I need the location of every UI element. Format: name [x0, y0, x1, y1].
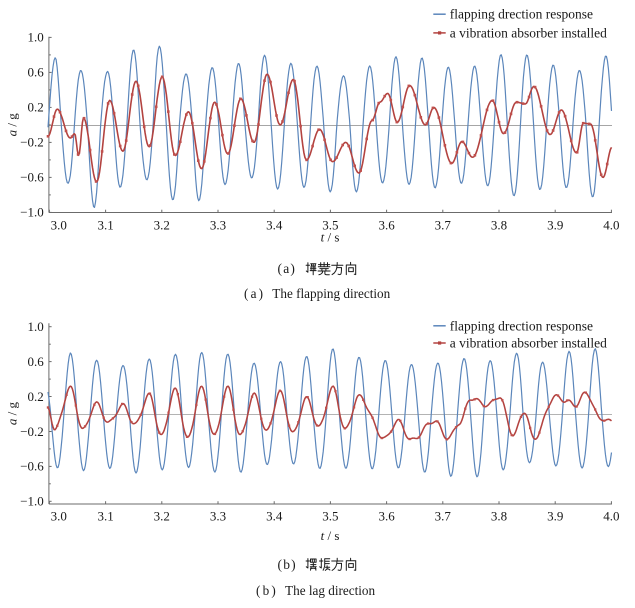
svg-text:0.6: 0.6	[28, 354, 45, 369]
svg-text:3.2: 3.2	[154, 218, 170, 233]
svg-text:3.8: 3.8	[491, 509, 507, 524]
svg-text:a vibration absorber installed: a vibration absorber installed	[450, 336, 607, 351]
svg-text:0.2: 0.2	[28, 389, 44, 404]
svg-text:a vibration absorber installed: a vibration absorber installed	[450, 25, 607, 40]
svg-text:−0.2: −0.2	[20, 424, 44, 439]
svg-text:(a) The flapping direction: (a) The flapping direction	[244, 286, 391, 301]
svg-text:3.1: 3.1	[97, 509, 113, 524]
svg-text:3.0: 3.0	[51, 509, 67, 524]
svg-text:−0.6: −0.6	[20, 170, 44, 185]
svg-text:3.6: 3.6	[378, 509, 395, 524]
svg-text:3.4: 3.4	[266, 218, 283, 233]
svg-text:3.3: 3.3	[210, 218, 226, 233]
svg-text:t / s: t / s	[321, 230, 340, 245]
svg-text:0.6: 0.6	[28, 65, 45, 80]
svg-text:t / s: t / s	[321, 528, 340, 543]
svg-text:4.0: 4.0	[603, 218, 619, 233]
svg-text:3.9: 3.9	[547, 509, 563, 524]
svg-text:−0.2: −0.2	[20, 135, 44, 150]
svg-text:3.6: 3.6	[378, 218, 395, 233]
svg-text:3.7: 3.7	[435, 218, 452, 233]
svg-text:(b): (b)	[278, 557, 297, 572]
svg-text:(a): (a)	[278, 261, 297, 276]
svg-text:3.1: 3.1	[97, 218, 113, 233]
svg-text:3.4: 3.4	[266, 509, 283, 524]
svg-text:−1.0: −1.0	[20, 494, 44, 509]
svg-text:3.3: 3.3	[210, 509, 226, 524]
svg-text:(b) The lag direction: (b) The lag direction	[256, 583, 376, 598]
svg-text:a / g: a / g	[5, 113, 20, 137]
svg-text:3.8: 3.8	[491, 218, 507, 233]
svg-text:a / g: a / g	[5, 401, 20, 425]
svg-text:3.5: 3.5	[322, 218, 338, 233]
svg-text:3.5: 3.5	[322, 509, 338, 524]
svg-text:3.2: 3.2	[154, 509, 170, 524]
svg-text:−1.0: −1.0	[20, 205, 44, 220]
svg-text:flapping drection response: flapping drection response	[450, 318, 593, 333]
svg-text:3.0: 3.0	[51, 218, 67, 233]
svg-text:0.2: 0.2	[28, 100, 44, 115]
svg-text:1.0: 1.0	[28, 319, 44, 334]
svg-text:1.0: 1.0	[28, 30, 44, 45]
svg-text:4.0: 4.0	[603, 509, 619, 524]
svg-text:flapping drection response: flapping drection response	[450, 7, 593, 22]
svg-text:−0.6: −0.6	[20, 459, 44, 474]
svg-text:3.9: 3.9	[547, 218, 563, 233]
svg-text:3.7: 3.7	[435, 509, 452, 524]
